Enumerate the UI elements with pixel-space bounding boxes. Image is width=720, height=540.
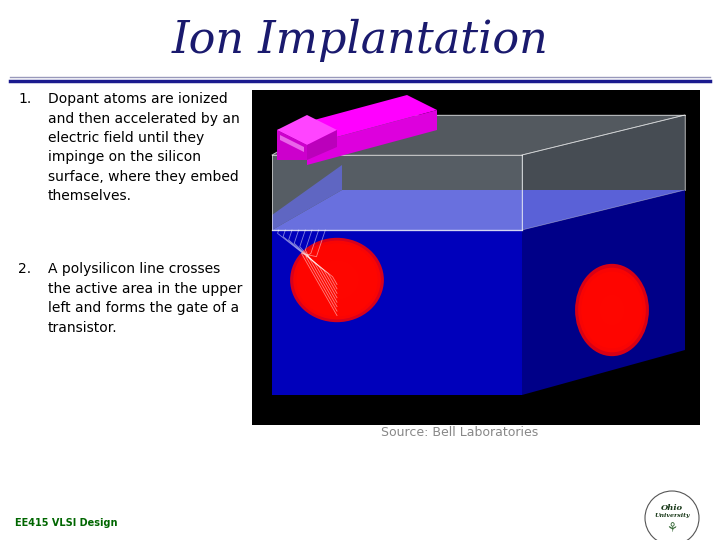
Text: Dopant atoms are ionized
and then accelerated by an
electric field until they
im: Dopant atoms are ionized and then accele…: [48, 92, 240, 204]
Text: Ion Implantation: Ion Implantation: [171, 18, 549, 62]
Ellipse shape: [297, 244, 377, 316]
Ellipse shape: [597, 291, 627, 329]
Ellipse shape: [334, 277, 340, 283]
Ellipse shape: [302, 249, 372, 311]
Polygon shape: [272, 165, 342, 230]
Ellipse shape: [590, 283, 634, 337]
Polygon shape: [272, 155, 522, 230]
Text: ⚘: ⚘: [667, 522, 678, 535]
Polygon shape: [277, 95, 437, 145]
Bar: [252, 90, 700, 425]
Circle shape: [645, 491, 699, 540]
Polygon shape: [272, 115, 685, 155]
Text: Ohio: Ohio: [661, 504, 683, 512]
Text: 2.: 2.: [18, 262, 31, 276]
Polygon shape: [272, 190, 685, 230]
Polygon shape: [277, 130, 307, 160]
Text: EE415 VLSI Design: EE415 VLSI Design: [15, 518, 117, 528]
Polygon shape: [307, 130, 337, 160]
Polygon shape: [522, 190, 685, 395]
Ellipse shape: [300, 246, 374, 314]
Ellipse shape: [581, 272, 643, 348]
Ellipse shape: [293, 241, 381, 319]
Ellipse shape: [290, 238, 384, 322]
Ellipse shape: [306, 252, 368, 308]
Ellipse shape: [609, 306, 615, 314]
Ellipse shape: [312, 258, 362, 302]
Ellipse shape: [315, 260, 359, 300]
Ellipse shape: [603, 299, 621, 321]
Text: Source: Bell Laboratories: Source: Bell Laboratories: [382, 427, 539, 440]
Ellipse shape: [318, 263, 356, 297]
Ellipse shape: [575, 264, 649, 356]
Polygon shape: [280, 135, 304, 152]
Ellipse shape: [321, 266, 353, 294]
Text: A polysilicon line crosses
the active area in the upper
left and forms the gate : A polysilicon line crosses the active ar…: [48, 262, 243, 334]
Ellipse shape: [600, 295, 624, 326]
Ellipse shape: [578, 268, 646, 352]
Text: University: University: [654, 514, 690, 518]
Text: 1.: 1.: [18, 92, 31, 106]
Ellipse shape: [328, 272, 346, 288]
Polygon shape: [277, 130, 307, 160]
Ellipse shape: [330, 274, 343, 286]
Polygon shape: [272, 230, 522, 395]
Ellipse shape: [325, 269, 349, 291]
Ellipse shape: [585, 275, 639, 345]
Polygon shape: [522, 115, 685, 230]
Ellipse shape: [606, 302, 618, 318]
Ellipse shape: [309, 255, 365, 305]
Polygon shape: [277, 115, 337, 145]
Polygon shape: [307, 110, 437, 165]
Ellipse shape: [588, 279, 636, 341]
Ellipse shape: [593, 287, 631, 333]
